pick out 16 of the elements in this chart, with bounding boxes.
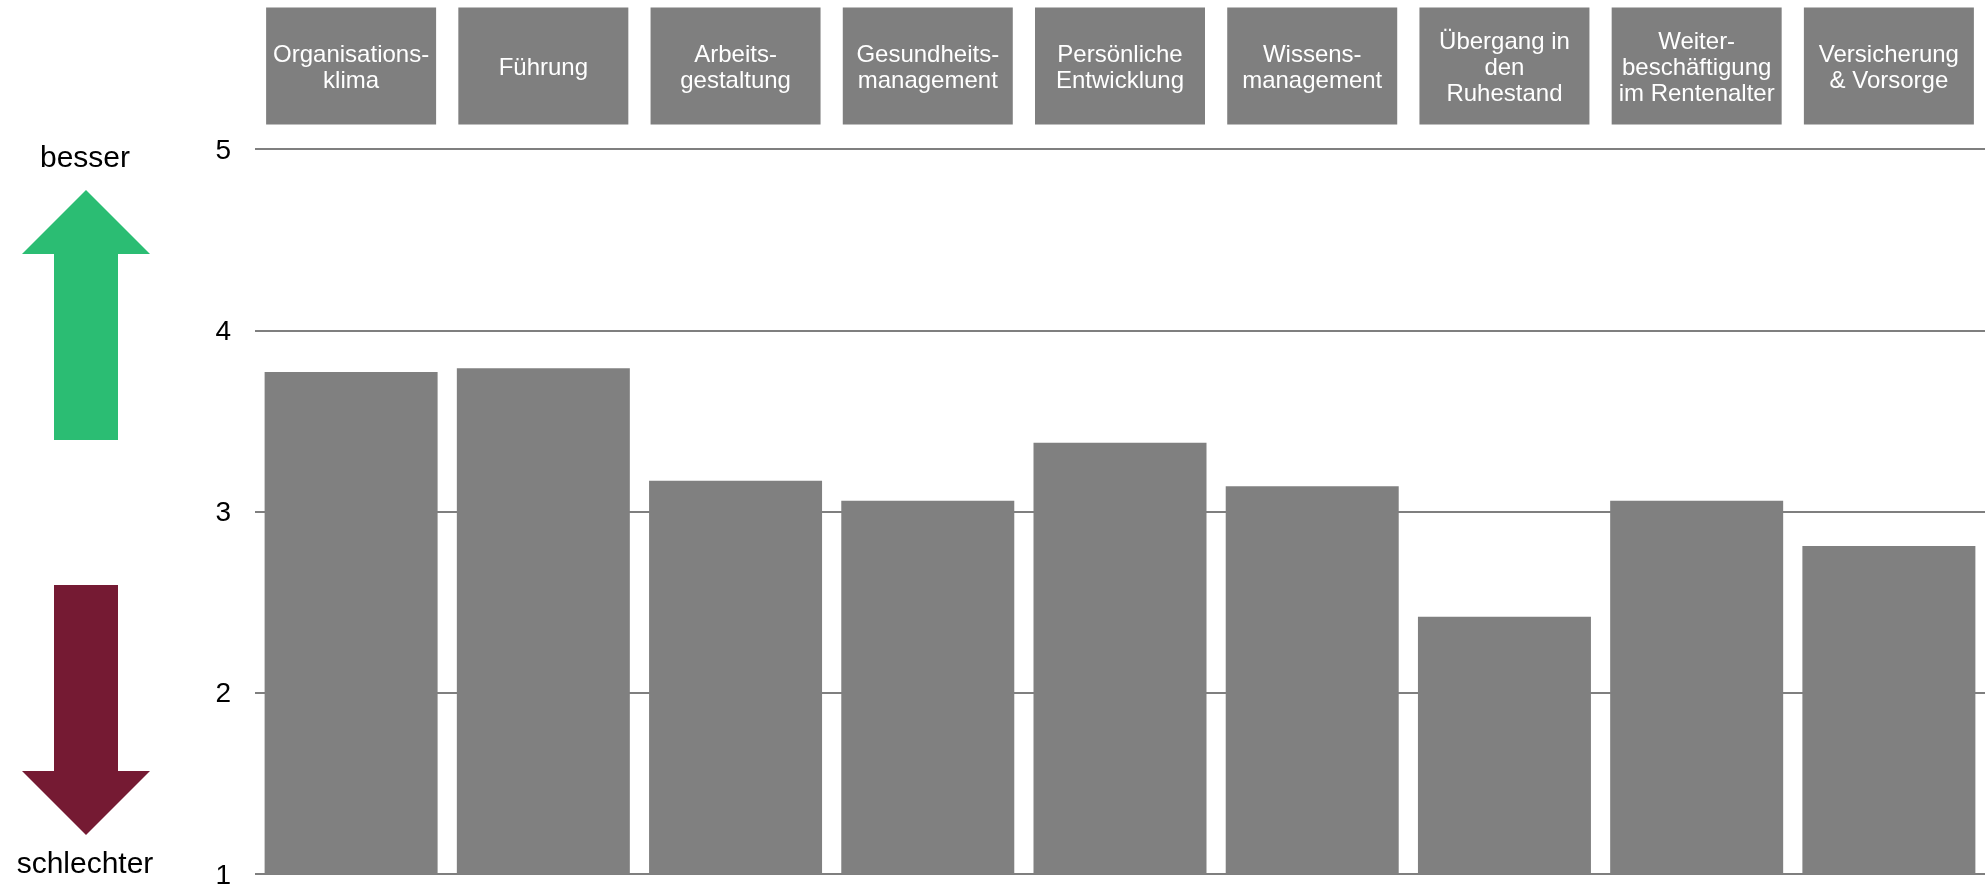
x-tick-label: Arbeits- gestaltung [680, 39, 791, 93]
x-tick-label: Übergang in den Ruhestand [1439, 26, 1570, 106]
y-tick-label: 4 [215, 314, 231, 346]
x-tick-label: Führung [498, 52, 589, 80]
y-tick-label: 2 [215, 677, 231, 709]
text: schlechter [15, 846, 155, 880]
x-tick-label: Organisations- klima [273, 39, 430, 93]
text: besser [38, 140, 131, 174]
x-tick-label: Gesundheits- management [856, 39, 1000, 93]
y-tick-label: 1 [215, 858, 231, 888]
y-tick-label: 5 [215, 133, 231, 165]
x-tick-label: Wissens- management [1242, 39, 1383, 93]
x-tick-label: Persönliche Entwicklung [1055, 39, 1185, 93]
x-tick-label: Weiter- beschäftigung im Rentenalter [1618, 26, 1775, 106]
x-tick-label: Versicherung & Vorsorge [1818, 39, 1959, 93]
y-tick-label: 3 [215, 496, 231, 527]
